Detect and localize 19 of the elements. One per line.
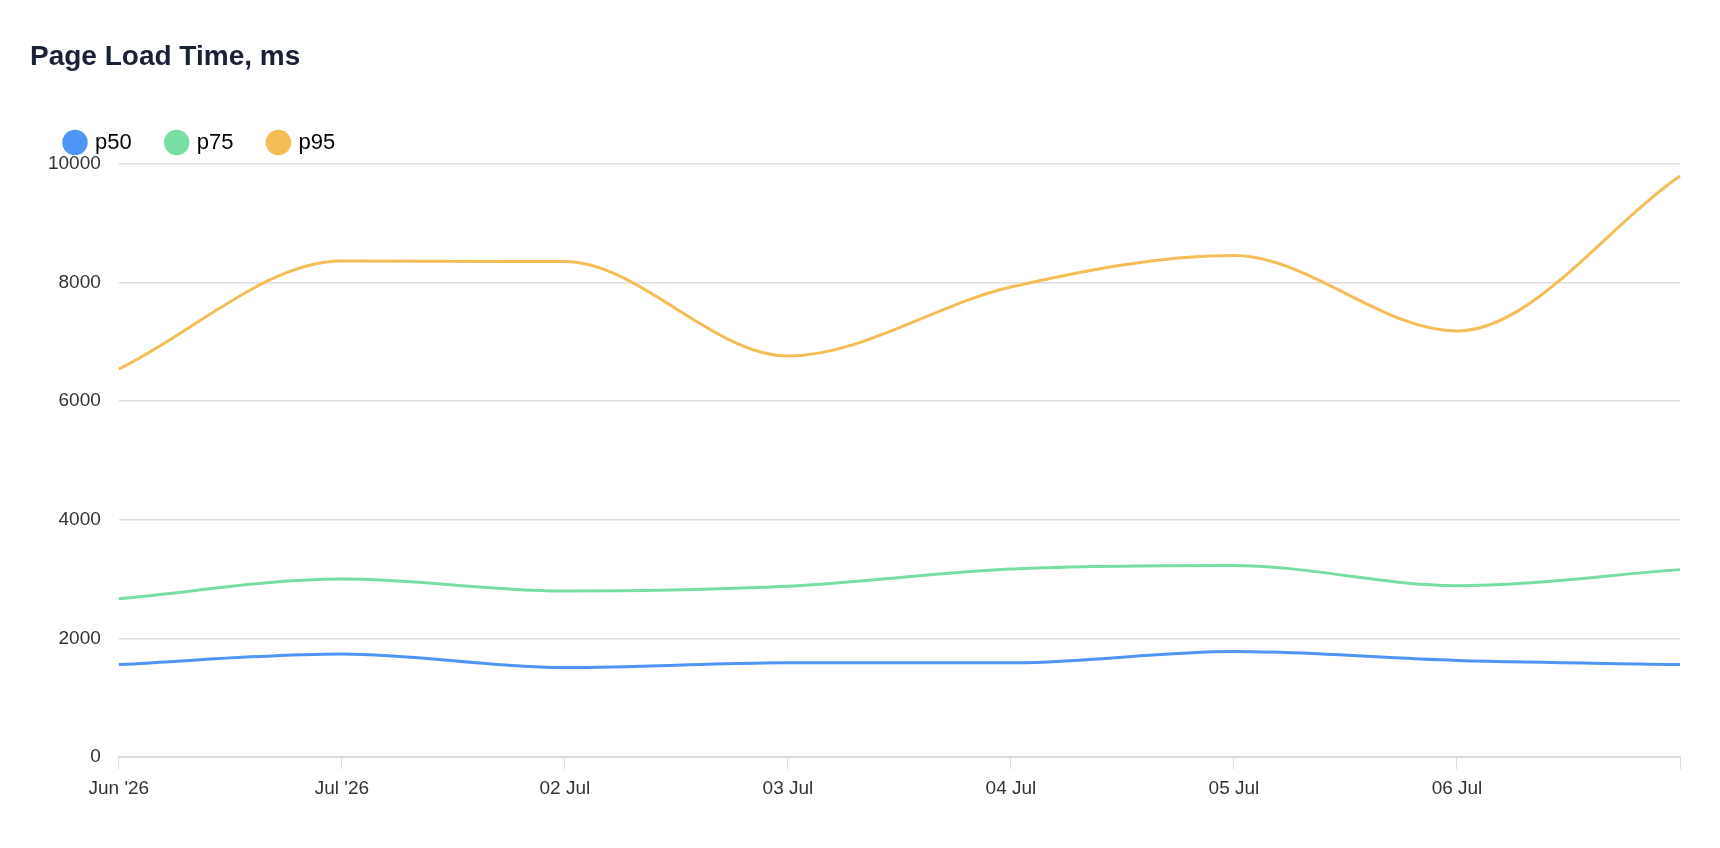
y-tick-label: 0 — [90, 745, 101, 767]
y-tick-label: 4000 — [58, 507, 101, 529]
x-tick-label: 04 Jul — [985, 776, 1037, 798]
x-tick-label: 05 Jul — [1208, 776, 1260, 798]
x-tick-label: Jun '26 — [88, 776, 150, 798]
legend-label: p75 — [196, 128, 234, 154]
x-tick-label: 03 Jul — [762, 776, 814, 798]
x-tick-label: 06 Jul — [1431, 776, 1483, 798]
line-series — [117, 563, 1682, 601]
x-tick-label: Jul '26 — [314, 776, 370, 798]
y-tick-label: 8000 — [58, 270, 101, 292]
line-series — [117, 650, 1682, 670]
chart-title: Page Load Time, ms — [30, 39, 301, 71]
legend-label: p95 — [298, 128, 336, 154]
line-series — [117, 174, 1682, 371]
legend-label: p50 — [95, 128, 132, 154]
y-tick-label: 2000 — [58, 626, 101, 648]
y-tick-label: 6000 — [58, 389, 101, 411]
x-tick-label: 02 Jul — [539, 776, 591, 798]
